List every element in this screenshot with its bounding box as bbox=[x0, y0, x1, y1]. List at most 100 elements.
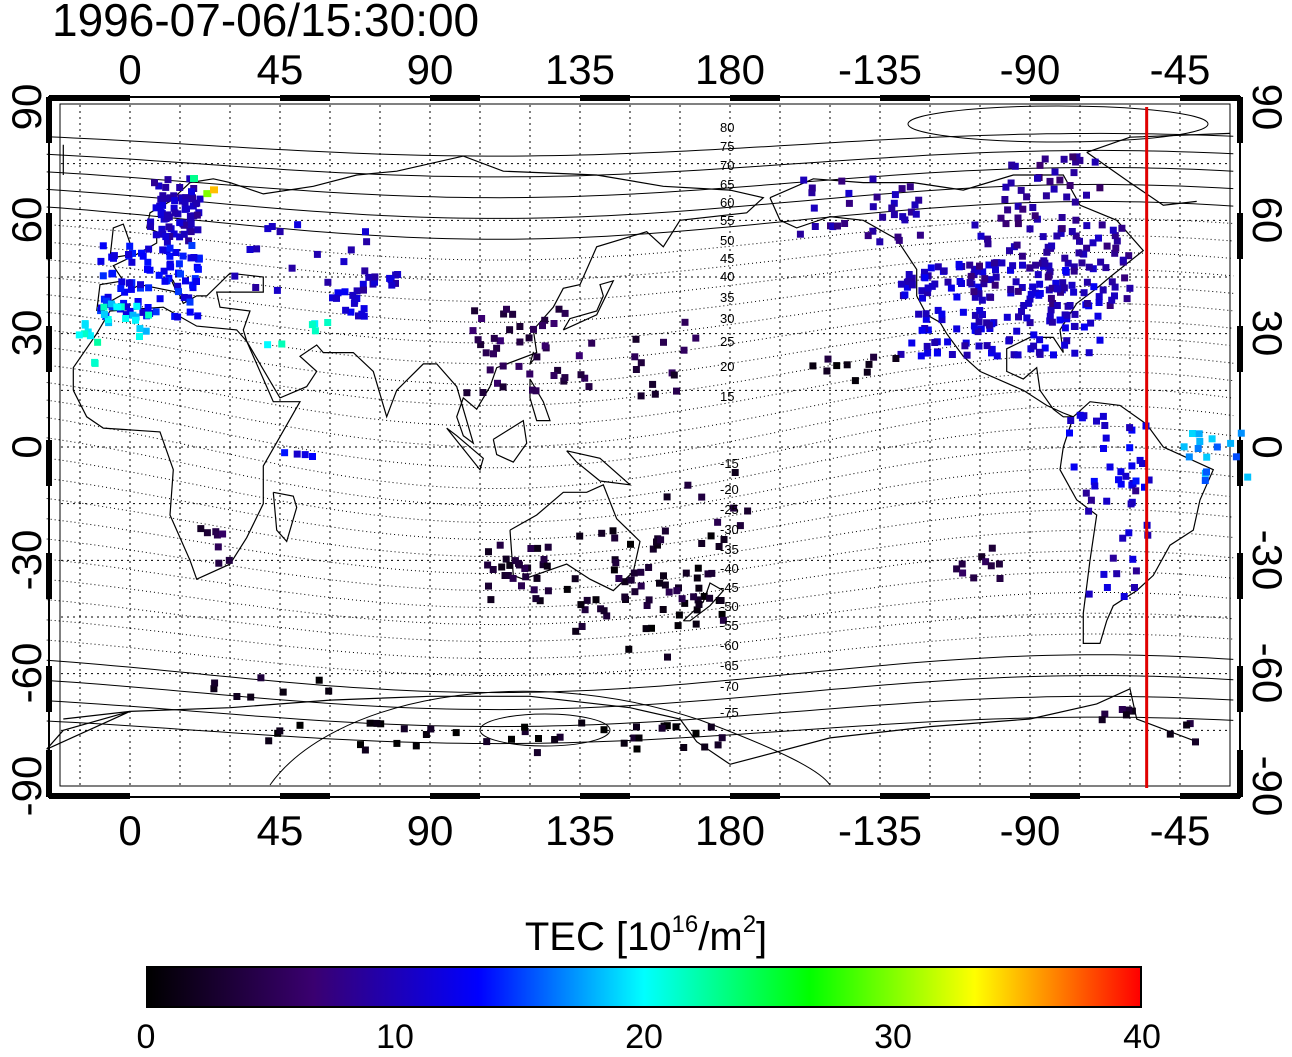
tec-cell bbox=[1112, 244, 1120, 252]
tec-cell bbox=[1049, 300, 1057, 307]
tec-cell bbox=[897, 350, 905, 358]
tec-cell bbox=[181, 198, 189, 206]
tec-cell bbox=[869, 175, 877, 183]
colorbar-tick: 10 bbox=[376, 1018, 414, 1056]
tec-cell bbox=[349, 291, 357, 299]
tec-cell bbox=[1064, 259, 1072, 267]
tec-cell bbox=[869, 203, 877, 211]
tec-cell bbox=[715, 543, 723, 550]
tec-cell bbox=[631, 588, 639, 596]
tec-cell bbox=[811, 223, 819, 230]
tec-cell bbox=[578, 719, 586, 727]
frame-tick bbox=[580, 793, 630, 799]
lon-tick-bottom: 180 bbox=[695, 807, 765, 854]
tec-cell bbox=[361, 267, 369, 275]
tec-cell bbox=[180, 230, 188, 238]
tec-cell bbox=[504, 572, 512, 579]
tec-cell bbox=[386, 274, 394, 282]
tec-cell bbox=[91, 358, 99, 366]
tec-cell bbox=[1203, 468, 1210, 476]
tec-cell bbox=[890, 211, 898, 219]
frame-tick bbox=[46, 750, 52, 797]
tec-cell bbox=[1141, 483, 1148, 491]
tec-cell bbox=[1073, 153, 1081, 161]
tec-cell bbox=[293, 450, 301, 458]
tec-cell bbox=[483, 738, 491, 746]
tec-cell bbox=[1128, 462, 1136, 470]
tec-cell bbox=[673, 387, 680, 395]
tec-cell bbox=[1083, 222, 1091, 230]
geomag-contour bbox=[46, 405, 1234, 489]
geomag-contour bbox=[46, 166, 1234, 199]
tec-cell bbox=[643, 602, 651, 609]
tec-cell bbox=[583, 596, 591, 604]
geomag-lat-label: 65 bbox=[720, 177, 734, 192]
tec-cell bbox=[1034, 271, 1042, 279]
tec-cell bbox=[985, 261, 993, 269]
tec-cell bbox=[610, 566, 618, 574]
tec-cell bbox=[532, 387, 540, 395]
tec-cell bbox=[894, 233, 902, 241]
tec-cell bbox=[157, 195, 165, 203]
tec-cell bbox=[1109, 554, 1117, 562]
tec-cell bbox=[979, 311, 986, 318]
tec-cell bbox=[477, 341, 485, 349]
tec-cell bbox=[1046, 312, 1054, 320]
tec-cell bbox=[918, 326, 926, 334]
tec-cell bbox=[632, 366, 640, 373]
tec-cell bbox=[1201, 477, 1209, 484]
tec-cell bbox=[313, 250, 321, 258]
tec-cell bbox=[1111, 292, 1118, 300]
tec-cell bbox=[931, 339, 939, 346]
tec-cell bbox=[1018, 284, 1026, 291]
tec-cell bbox=[1066, 302, 1074, 309]
tec-cell bbox=[1066, 429, 1073, 437]
tec-cell bbox=[833, 362, 841, 370]
tec-cell bbox=[1035, 291, 1043, 299]
tec-cell bbox=[1030, 331, 1038, 339]
tec-cell bbox=[392, 279, 399, 287]
tec-cell bbox=[1002, 220, 1010, 228]
tec-cell bbox=[157, 209, 165, 216]
tec-cell bbox=[993, 352, 1001, 360]
tec-cell bbox=[1023, 314, 1031, 322]
tec-cell bbox=[1012, 278, 1020, 286]
tec-cell bbox=[196, 195, 204, 203]
lon-tick-top: 135 bbox=[545, 46, 615, 93]
tec-cell bbox=[276, 228, 284, 236]
tec-cell bbox=[1090, 283, 1098, 291]
tec-cell bbox=[682, 569, 690, 577]
tec-cell bbox=[923, 342, 931, 350]
tec-cell bbox=[190, 254, 198, 261]
tec-cell bbox=[940, 267, 948, 275]
tec-cell bbox=[658, 724, 666, 732]
geomag-lat-label: 80 bbox=[720, 120, 734, 135]
coastline bbox=[96, 155, 765, 445]
tec-cell bbox=[373, 719, 381, 727]
tec-cell bbox=[692, 729, 700, 737]
tec-cell bbox=[186, 175, 194, 183]
tec-cell bbox=[1122, 472, 1130, 480]
axis-tick-labels: 0 45 90 135 180 -135 -90 -450 45 90 135 180 -135 -90-… bbox=[3, 46, 1291, 854]
tec-cell bbox=[1125, 706, 1133, 714]
frame-tick bbox=[46, 553, 52, 599]
tec-cell bbox=[588, 339, 596, 347]
tec-cell bbox=[714, 518, 722, 526]
tec-cell bbox=[684, 481, 692, 489]
tec-cell bbox=[678, 595, 686, 603]
tec-cell bbox=[976, 262, 983, 270]
tec-cell bbox=[159, 201, 167, 209]
tec-cell bbox=[627, 576, 635, 584]
tec-cell bbox=[490, 334, 498, 342]
tec-cell bbox=[888, 204, 896, 212]
lon-tick-top: -45 bbox=[1150, 46, 1211, 93]
tec-cell bbox=[1043, 248, 1051, 256]
tec-cell bbox=[1080, 289, 1088, 297]
geomag-lat-label: -35 bbox=[720, 542, 739, 557]
tec-cell bbox=[1123, 295, 1131, 303]
geomag-lat-label: -15 bbox=[720, 456, 739, 471]
tec-cell bbox=[118, 278, 126, 286]
tec-cell bbox=[633, 723, 640, 731]
tec-cell bbox=[1019, 261, 1026, 269]
tec-cell bbox=[152, 231, 160, 239]
